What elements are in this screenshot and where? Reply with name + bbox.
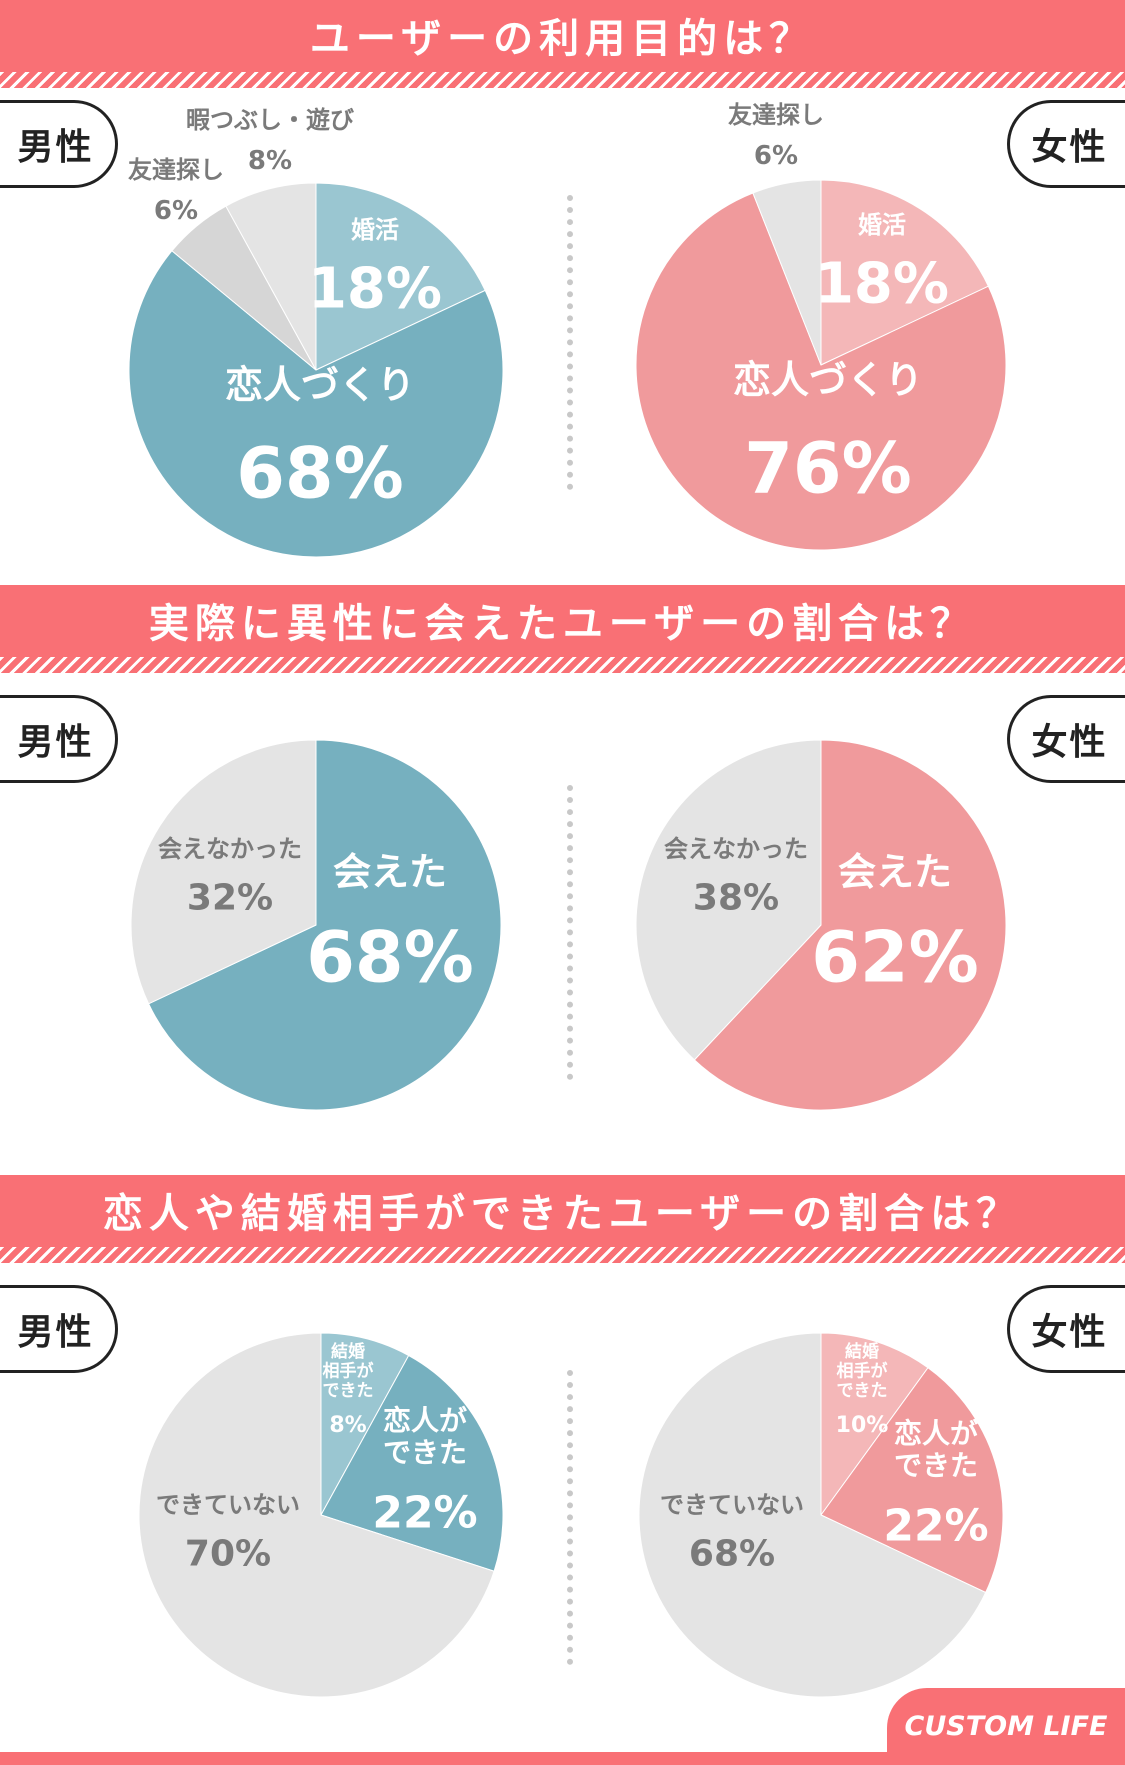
pie-slice-6-3 <box>638 1332 987 1698</box>
slice-value: 32% <box>187 878 273 919</box>
slice-label: 婚活 <box>351 216 399 244</box>
pie-slice-4-2 <box>635 739 822 1061</box>
pie-slice-6-1 <box>820 1332 929 1517</box>
pie-slice-5-2 <box>320 1354 504 1572</box>
section-banner: 恋人や結婚相手ができたユーザーの割合は？ <box>0 1175 1125 1263</box>
slice-value: 38% <box>693 878 779 919</box>
slice-value: 6% <box>754 141 798 171</box>
slice-label: できていない <box>660 1491 804 1519</box>
slice-label: 友達探し <box>128 156 224 184</box>
section-banner: ユーザーの利用目的は？ <box>0 0 1125 88</box>
banner-stripe <box>0 72 1125 88</box>
divider <box>567 1370 573 1665</box>
pie-slice-5-1 <box>320 1332 410 1516</box>
male-tag: 男性 <box>0 100 118 188</box>
pie-slice-1-4 <box>225 182 317 371</box>
slice-label: 結婚 <box>845 1341 879 1362</box>
section-title: 実際に異性に会えたユーザーの割合は？ <box>148 601 977 647</box>
slice-label: 会えなかった <box>664 835 808 863</box>
female-tag: 女性 <box>1007 1285 1125 1373</box>
slice-value: 68% <box>236 433 404 515</box>
divider <box>567 785 573 1080</box>
slice-label: できていない <box>156 1491 300 1519</box>
pie-slice-2-3 <box>752 179 822 366</box>
pie-slice-5-3 <box>138 1332 495 1698</box>
slice-label: 婚活 <box>858 211 906 239</box>
slice-label: できた <box>323 1381 374 1401</box>
female-tag: 女性 <box>1007 695 1125 783</box>
slice-label: 恋人が <box>894 1417 978 1450</box>
slice-value: 70% <box>185 1534 271 1575</box>
male-tag: 男性 <box>0 695 118 783</box>
slice-value: 6% <box>154 196 198 226</box>
slice-label: 結婚 <box>331 1341 365 1362</box>
slice-value: 62% <box>811 917 979 999</box>
slice-label: 恋人が <box>383 1404 467 1437</box>
slice-label: 会えた <box>333 850 447 894</box>
pie-slice-3-1 <box>147 739 502 1111</box>
slice-label: 暇つぶし・遊び <box>186 106 354 134</box>
slice-value: 22% <box>372 1488 477 1539</box>
pie-slice-1-2 <box>128 250 504 558</box>
slice-value: 8% <box>248 146 292 176</box>
male-tag: 男性 <box>0 1285 118 1373</box>
divider <box>567 195 573 490</box>
slice-label: 相手が <box>837 1361 888 1382</box>
slice-label: 会えた <box>838 850 952 894</box>
pie-slice-4-1 <box>693 739 1007 1111</box>
slice-value: 10% <box>836 1413 889 1438</box>
slice-value: 22% <box>883 1501 988 1552</box>
female-tag: 女性 <box>1007 100 1125 188</box>
section-title: 恋人や結婚相手ができたユーザーの割合は？ <box>102 1191 1023 1237</box>
slice-value: 18% <box>815 252 949 317</box>
slice-label: できた <box>894 1449 978 1482</box>
slice-label: できた <box>383 1436 467 1469</box>
bottom-bar <box>0 1752 1125 1765</box>
slice-value: 76% <box>744 428 912 510</box>
pie-slice-3-2 <box>130 739 317 1005</box>
slice-value: 68% <box>689 1534 775 1575</box>
slice-value: 18% <box>308 257 442 322</box>
slice-label: 会えなかった <box>158 835 302 863</box>
slice-value: 8% <box>329 1413 366 1438</box>
slice-label: できた <box>837 1381 888 1401</box>
banner-stripe <box>0 1247 1125 1263</box>
slice-value: 68% <box>306 917 474 999</box>
section-banner: 実際に異性に会えたユーザーの割合は？ <box>0 585 1125 673</box>
pie-slice-1-1 <box>315 182 486 371</box>
slice-label: 恋人づくり <box>733 358 923 402</box>
pie-slice-2-2 <box>635 192 1007 551</box>
slice-label: 恋人づくり <box>225 363 415 407</box>
slice-label: 相手が <box>323 1361 374 1382</box>
section-title: ユーザーの利用目的は？ <box>309 16 816 62</box>
banner-stripe <box>0 657 1125 673</box>
pie-slice-2-1 <box>820 179 990 366</box>
slice-label: 友達探し <box>728 101 824 129</box>
brand-text: CUSTOM LIFE <box>904 1711 1108 1742</box>
